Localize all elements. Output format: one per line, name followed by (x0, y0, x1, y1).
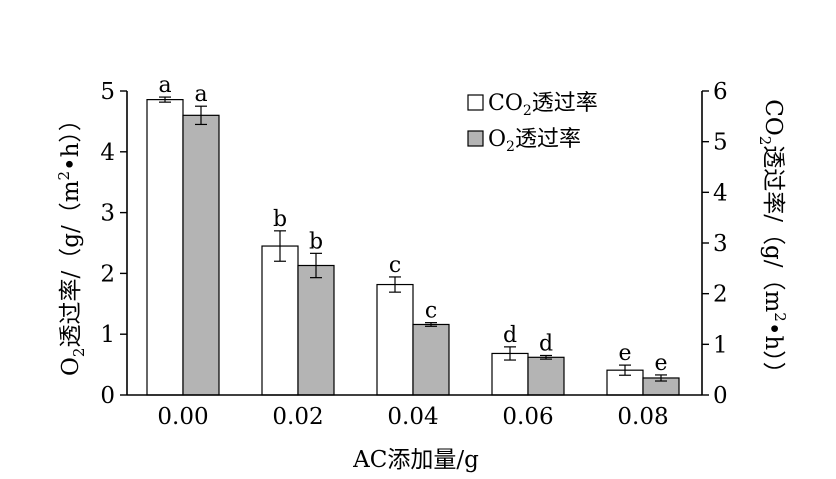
x-tick-label: 0.06 (502, 404, 553, 430)
legend-label-o2: O2透过率 (488, 127, 581, 155)
left-y-tick-label: 0 (100, 383, 115, 409)
significance-letter: b (309, 229, 323, 254)
x-tick-labels: 0.00 0.02 0.04 0.06 0.08 (157, 404, 668, 430)
right-y-tick-label: 5 (713, 130, 728, 156)
legend-swatch-o2 (467, 130, 484, 147)
legend-o2-subscript: 2 (506, 139, 515, 155)
left-y-title-superscript: 2 (55, 171, 73, 181)
significance-letter: e (654, 351, 667, 376)
legend-o2-rest: 透过率 (515, 127, 581, 152)
legend-o2-main: O (488, 127, 506, 152)
legend-swatch-co2 (467, 94, 484, 111)
right-y-title-end: •h）） (760, 322, 786, 385)
right-y-title-superscript: 2 (771, 312, 789, 322)
significance-letter: c (389, 253, 401, 278)
right-y-tick-label: 3 (713, 231, 728, 257)
left-y-tick-label: 3 (100, 201, 115, 227)
left-y-title-main: O (58, 357, 84, 376)
significance-letter: d (503, 323, 517, 348)
right-y-tick-label: 2 (713, 282, 728, 308)
significance-letters-group: a a bb cc d d e e (158, 73, 667, 376)
right-y-tick-labels: 0 1 2 3 4 5 6 (713, 79, 728, 409)
axes-group (120, 90, 709, 396)
legend-co2-subscript: 2 (523, 103, 532, 119)
right-y-axis-title: CO2透过率/（g/（m2•h）） (756, 99, 789, 384)
legend: CO2透过率 O2透过率 (467, 91, 598, 155)
significance-letter: e (618, 341, 631, 366)
left-y-title-text: 透过率/（g/（m (58, 180, 84, 347)
right-y-tick-label: 1 (713, 332, 728, 358)
right-y-title-subscript: 2 (756, 136, 774, 146)
x-tick-label: 0.04 (387, 404, 438, 430)
bar-o2 (182, 114, 220, 396)
error-bars-group (159, 96, 667, 382)
left-y-tick-label: 2 (100, 261, 115, 287)
bar-co2 (261, 245, 299, 396)
significance-letter: b (273, 207, 287, 232)
x-axis-title: AC添加量/g (352, 447, 479, 473)
left-y-title-end: •h）） (58, 108, 84, 171)
left-y-tick-label: 4 (100, 140, 115, 166)
left-y-tick-labels: 0 1 2 3 4 5 (100, 79, 115, 409)
right-y-title-text: 透过率/（g/（m (760, 145, 786, 312)
left-y-tick-label: 1 (100, 322, 115, 348)
bar-o2 (412, 323, 450, 396)
x-tick-label: 0.02 (272, 404, 323, 430)
left-y-tick-label: 5 (100, 79, 115, 105)
left-y-title-subscript: 2 (70, 348, 88, 358)
x-tick-label: 0.08 (617, 404, 668, 430)
x-tick-label: 0.00 (157, 404, 208, 430)
legend-co2-rest: 透过率 (532, 91, 598, 116)
bar-co2 (376, 283, 414, 396)
right-y-title-main: CO (760, 99, 786, 135)
right-y-tick-label: 4 (713, 180, 728, 206)
left-y-axis-title: O2透过率/（g/（m2•h）） (55, 108, 88, 376)
significance-letter: c (425, 299, 437, 324)
right-y-tick-label: 0 (713, 383, 728, 409)
significance-letter: a (158, 73, 171, 98)
legend-label-co2: CO2透过率 (488, 91, 598, 119)
bar-co2 (146, 99, 184, 396)
legend-co2-main: CO (488, 91, 523, 116)
significance-letter: a (194, 82, 207, 107)
bar-o2 (527, 356, 565, 396)
bar-o2 (297, 264, 335, 396)
bars-group (146, 99, 680, 396)
significance-letter: d (539, 331, 553, 356)
right-y-tick-label: 6 (713, 79, 728, 105)
